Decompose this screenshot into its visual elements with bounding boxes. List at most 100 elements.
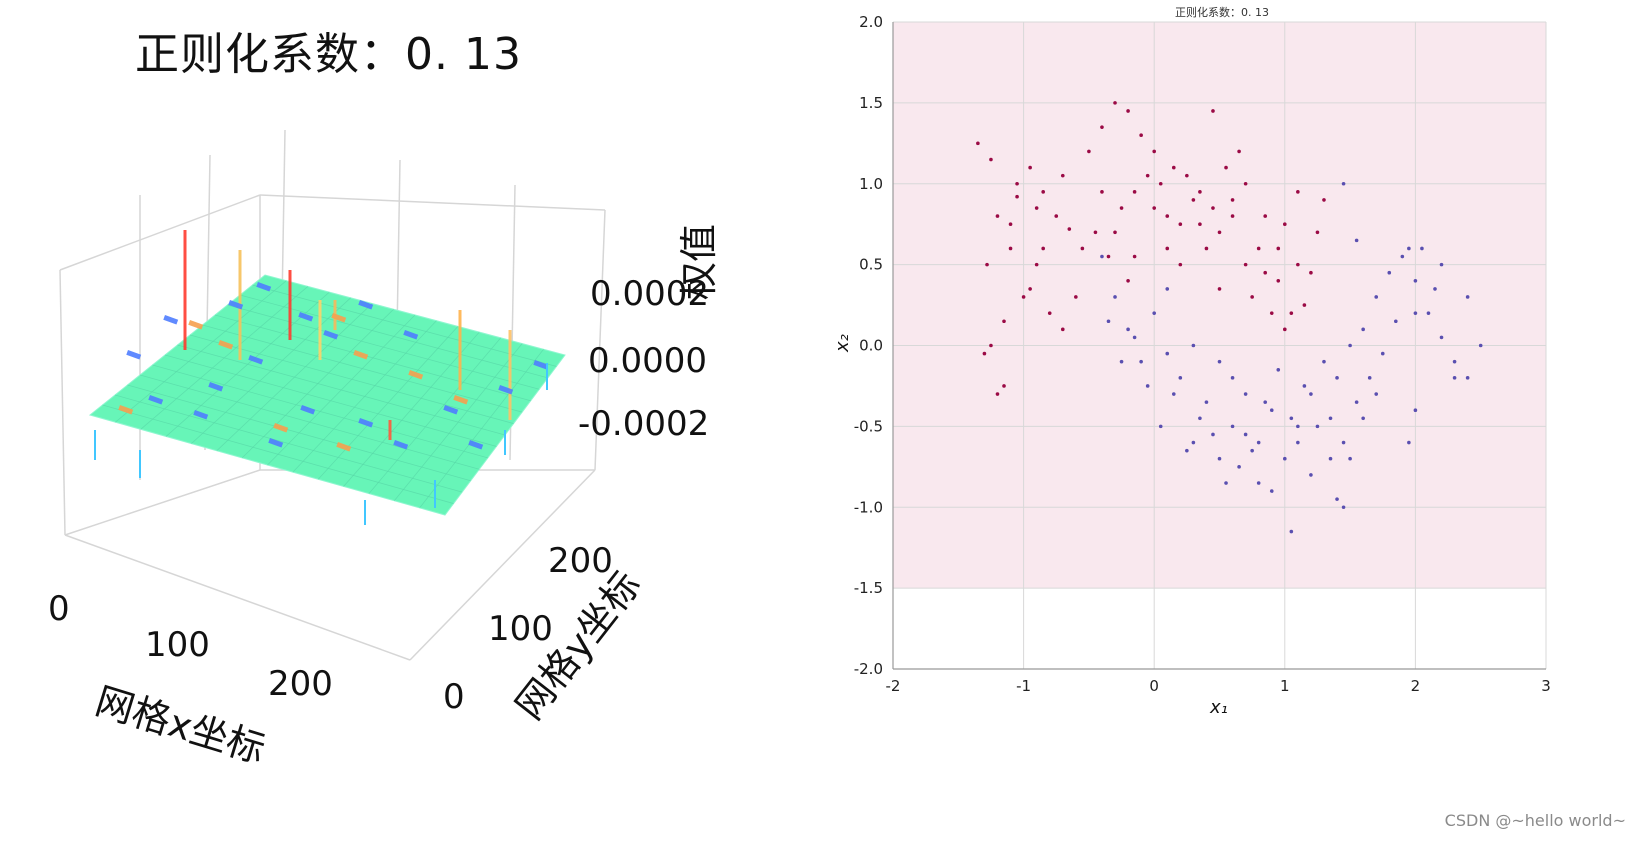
surface-mesh-line <box>216 303 373 452</box>
watermark: CSDN @~hello world~ <box>1444 811 1626 830</box>
scatter-point <box>1341 440 1346 445</box>
surface-mesh-line <box>419 349 544 509</box>
scatter-point <box>1269 489 1274 493</box>
scatter-point <box>1243 432 1248 437</box>
scatter-point <box>1106 254 1111 259</box>
scatter-point <box>1152 311 1156 315</box>
scatter-point <box>1276 279 1281 283</box>
scatter-point <box>1132 335 1137 340</box>
scatter-point <box>989 343 993 348</box>
surface-ticks: 0 100 200 0 100 200 -0.0002 0.0000 0.0002 <box>48 274 709 717</box>
scatter-point <box>1060 173 1065 178</box>
scatter-point <box>1217 456 1222 461</box>
scatter-point <box>1178 222 1183 226</box>
scatter-point <box>1328 456 1333 461</box>
scatter-point <box>1100 254 1104 259</box>
scatter-point <box>1145 384 1150 388</box>
surface-xtick-label: 100 <box>145 625 210 665</box>
scatter-point <box>995 392 1000 396</box>
scatter-point <box>985 262 989 267</box>
scatter-point <box>1335 497 1339 501</box>
scatter-point <box>1256 481 1261 485</box>
scatter-point <box>1100 190 1104 194</box>
scatter-point <box>1374 295 1379 299</box>
surface-grid-line <box>594 209 606 471</box>
scatter-point <box>1348 456 1352 461</box>
surface-mark <box>331 312 347 323</box>
scatter-point <box>1185 448 1189 453</box>
scatter-xtick-label: 1 <box>1280 677 1290 695</box>
surface-grid-line <box>259 194 606 211</box>
scatter-point <box>1289 529 1294 534</box>
scatter-point <box>1250 295 1254 299</box>
scatter-point <box>1034 206 1039 210</box>
scatter-point <box>1250 448 1254 453</box>
scatter-point <box>1008 246 1013 251</box>
scatter-point <box>1230 198 1235 202</box>
scatter-points <box>976 101 1483 534</box>
scatter-point <box>1211 109 1215 113</box>
scatter-point <box>1296 190 1300 194</box>
scatter-ytick-label: -1.0 <box>854 498 883 516</box>
scatter-point <box>1283 222 1287 226</box>
scatter-point <box>1145 173 1150 178</box>
surface-grid-line <box>64 469 261 536</box>
scatter-point <box>1426 311 1431 315</box>
scatter-point <box>1374 392 1379 396</box>
scatter-ytick-label: 1.5 <box>859 94 883 112</box>
scatter-point <box>1015 181 1019 186</box>
surface-zlabel: 权值 <box>677 223 721 300</box>
scatter-point <box>1178 262 1183 267</box>
scatter-xtick-label: 3 <box>1541 677 1551 695</box>
surface-mark <box>443 405 459 415</box>
scatter-point <box>1276 367 1281 372</box>
scatter-point <box>1217 230 1222 235</box>
scatter-ytick-label: -2.0 <box>854 660 883 678</box>
scatter-point <box>1067 227 1072 231</box>
scatter-point <box>1256 440 1261 445</box>
surface-mark <box>188 320 204 330</box>
scatter-point <box>1315 230 1320 235</box>
scatter-point <box>1230 424 1235 429</box>
scatter-point <box>1433 287 1437 291</box>
surface-ytick-label: 200 <box>548 541 613 581</box>
scatter-point <box>1165 214 1170 218</box>
scatter-point <box>1296 424 1300 429</box>
surface-mark <box>393 440 409 450</box>
scatter-point <box>1322 198 1326 202</box>
scatter-point <box>1354 238 1359 243</box>
scatter-point <box>1452 359 1457 364</box>
scatter-point <box>1119 359 1124 364</box>
surface-mark <box>453 395 469 405</box>
scatter-point <box>1283 456 1287 461</box>
scatter-point <box>995 214 1000 218</box>
scatter-xtick-label: -1 <box>1016 677 1031 695</box>
surface-mark <box>268 438 284 448</box>
scatter-ytick-label: 0.5 <box>859 256 883 274</box>
surface-mark <box>228 300 244 310</box>
scatter-point <box>1080 246 1085 251</box>
scatter-point <box>1439 262 1444 267</box>
scatter-point <box>1034 262 1039 267</box>
scatter-point <box>1243 262 1248 267</box>
scatter-point <box>1296 262 1300 267</box>
scatter-point <box>1002 319 1006 324</box>
surface-xtick-label: 0 <box>48 589 70 629</box>
surface-mesh-line <box>368 337 502 494</box>
scatter-point <box>1178 376 1183 380</box>
scatter-point <box>1060 327 1065 332</box>
scatter-point <box>1309 270 1313 275</box>
scatter-point <box>1328 416 1333 421</box>
scatter-point <box>1211 206 1215 210</box>
scatter-point <box>1204 246 1209 251</box>
scatter-point <box>1407 440 1411 445</box>
scatter-point <box>1171 165 1176 170</box>
scatter-point <box>1139 359 1143 364</box>
scatter-point <box>1289 416 1294 421</box>
scatter-point <box>1165 287 1170 291</box>
scatter-point <box>1263 400 1268 404</box>
scatter-point <box>1230 214 1235 218</box>
surface-mesh-line <box>393 343 523 501</box>
surface-mark <box>208 382 224 392</box>
scatter-point <box>1348 343 1352 348</box>
